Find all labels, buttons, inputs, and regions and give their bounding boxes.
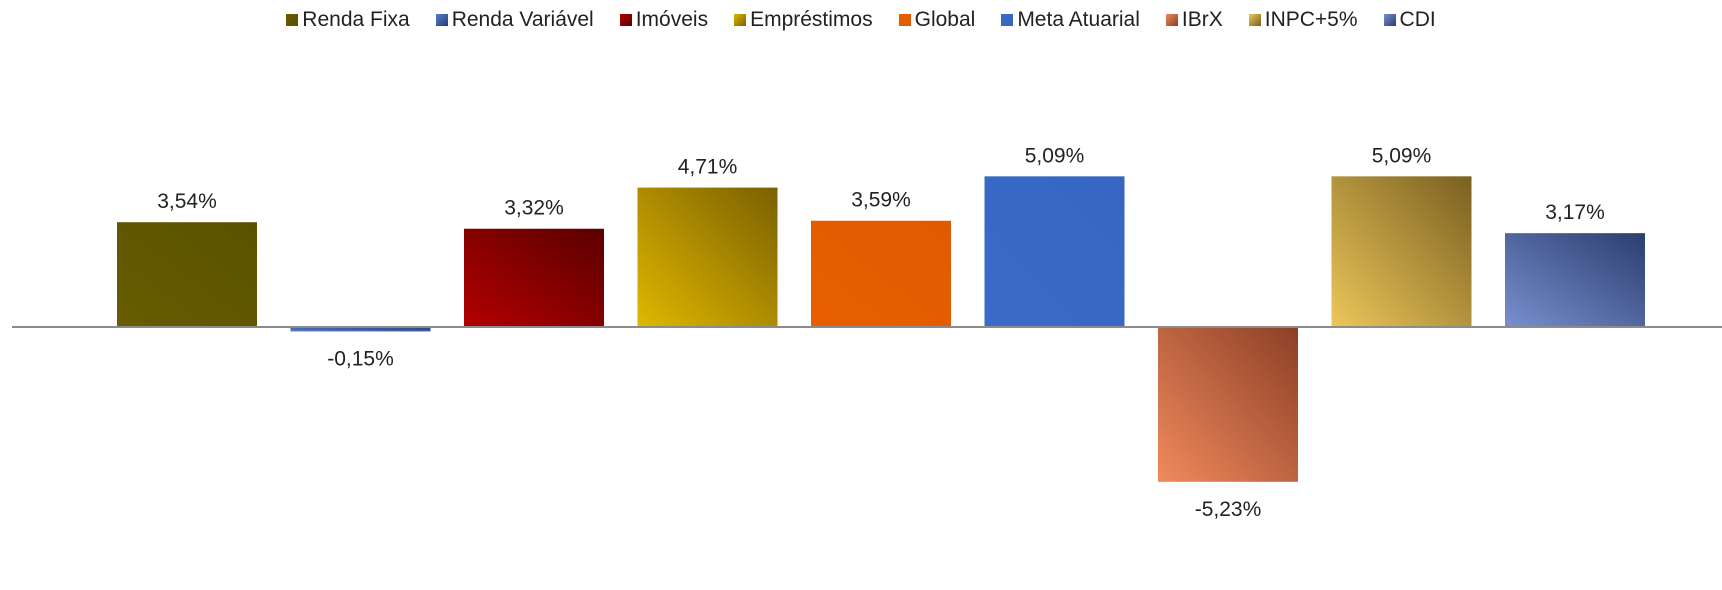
legend-label: Renda Fixa xyxy=(302,8,410,31)
legend-item-renda-variavel: Renda Variável xyxy=(435,8,594,32)
data-label-inpc-5: 5,09% xyxy=(1372,144,1432,167)
legend-label: CDI xyxy=(1399,8,1436,31)
legend-item-cdi: CDI xyxy=(1383,8,1436,32)
legend-item-global: Global xyxy=(898,8,976,32)
legend-item-imoveis: Imóveis xyxy=(619,8,709,32)
legend-item-inpc-5: INPC+5% xyxy=(1248,8,1358,32)
data-label-meta-atuarial: 5,09% xyxy=(1025,144,1085,167)
legend-label: IBrX xyxy=(1181,8,1223,31)
bar-renda-fixa xyxy=(117,222,257,327)
legend-swatch xyxy=(1001,14,1014,26)
data-label-imoveis: 3,32% xyxy=(504,197,564,220)
legend-swatch xyxy=(1383,14,1396,26)
legend-swatch xyxy=(619,14,632,26)
bar-ibrx xyxy=(1158,327,1298,482)
legend-label: Renda Variável xyxy=(451,8,594,31)
bar-renda-variavel xyxy=(290,327,431,332)
legend-swatch xyxy=(1165,14,1178,26)
bar-imoveis xyxy=(464,228,604,327)
legend-item-renda-fixa: Renda Fixa xyxy=(286,8,410,32)
legend-label: Imóveis xyxy=(635,8,709,31)
bar-global xyxy=(811,220,951,327)
legend-item-meta-atuarial: Meta Atuarial xyxy=(1001,8,1140,32)
legend-label: Meta Atuarial xyxy=(1017,8,1140,31)
legend-item-ibrx: IBrX xyxy=(1165,8,1223,32)
legend-swatch xyxy=(734,14,747,26)
bars-group xyxy=(117,176,1645,482)
legend-swatch xyxy=(898,14,911,26)
legend-label: Global xyxy=(914,8,976,31)
legend-label: Empréstimos xyxy=(750,8,873,31)
legend-item-emprestimos: Empréstimos xyxy=(734,8,873,32)
bar-emprestimos xyxy=(637,187,778,327)
data-label-global: 3,59% xyxy=(851,189,911,212)
legend-swatch xyxy=(286,14,299,26)
legend-label: INPC+5% xyxy=(1264,8,1358,31)
legend-swatch xyxy=(435,14,448,26)
data-label-cdi: 3,17% xyxy=(1545,201,1605,224)
bar-meta-atuarial xyxy=(984,176,1125,327)
data-labels-group: 3,54% -0,15% 3,32% 4,71% 3,59% 5,09% -5,23% 5,0… xyxy=(157,144,1605,520)
bar-cdi xyxy=(1505,233,1645,327)
data-label-emprestimos: 4,71% xyxy=(678,156,738,179)
bar-inpc-5 xyxy=(1331,176,1472,327)
data-label-renda-variavel: -0,15% xyxy=(327,347,394,370)
data-label-renda-fixa: 3,54% xyxy=(157,190,217,213)
chart-legend: Renda Fixa Renda Variável Imóveis Empréstim… xyxy=(0,8,1722,32)
legend-swatch xyxy=(1248,14,1261,26)
data-label-ibrx: -5,23% xyxy=(1195,498,1262,521)
